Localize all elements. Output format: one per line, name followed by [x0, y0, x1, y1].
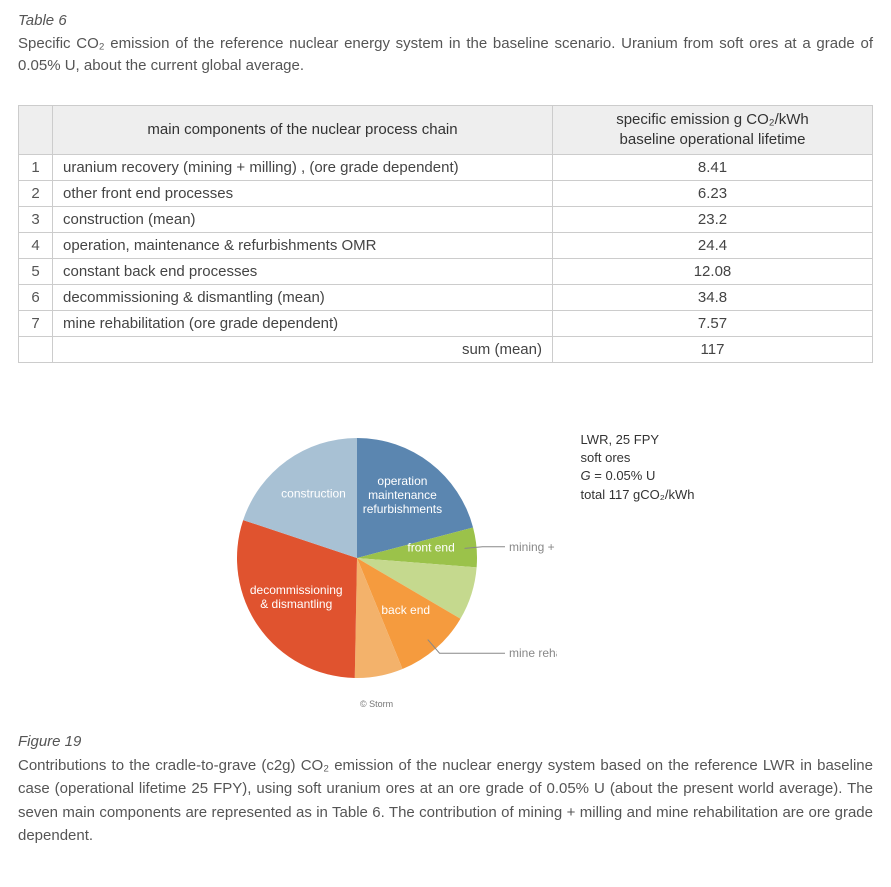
table-row: 5constant back end processes12.08 — [19, 259, 873, 285]
row-value: 24.4 — [553, 233, 873, 259]
row-value: 23.2 — [553, 207, 873, 233]
row-desc: operation, maintenance & refurbishments … — [53, 233, 553, 259]
figure-caption: Contributions to the cradle-to-grave (c2… — [18, 754, 873, 847]
pie-label-back_end: back end — [381, 603, 430, 617]
table-row: 6decommissioning & dismantling (mean)34.… — [19, 285, 873, 311]
legend-line: LWR, 25 FPY — [581, 431, 695, 449]
chart-legend: LWR, 25 FPY soft ores G = 0.05% U total … — [581, 431, 695, 504]
table-row: 1uranium recovery (mining + milling) , (… — [19, 155, 873, 181]
pie-ext-label-back_end: mine rehabilitation — [509, 646, 557, 660]
pie-label-decom: decommissioning& dismantling — [249, 583, 342, 611]
table-label: Table 6 — [18, 12, 873, 29]
table-row: 4operation, maintenance & refurbishments… — [19, 233, 873, 259]
table-header-blank — [19, 105, 53, 155]
row-desc: mine rehabilitation (ore grade dependent… — [53, 311, 553, 337]
emissions-table: main components of the nuclear process c… — [18, 105, 873, 364]
row-value: 6.23 — [553, 181, 873, 207]
table-row: 7mine rehabilitation (ore grade dependen… — [19, 311, 873, 337]
emissions-pie-chart: operationmaintenancerefurbishmentsfront … — [197, 423, 557, 693]
pie-ext-label-front_end: mining + milling — [509, 540, 557, 554]
table-row: 3 construction (mean)23.2 — [19, 207, 873, 233]
row-index: 7 — [19, 311, 53, 337]
row-desc: other front end processes — [53, 181, 553, 207]
legend-line: total 117 gCO₂/kWh — [581, 486, 695, 504]
row-value: 8.41 — [553, 155, 873, 181]
row-index: 5 — [19, 259, 53, 285]
row-value: 12.08 — [553, 259, 873, 285]
row-desc: decommissioning & dismantling (mean) — [53, 285, 553, 311]
pie-label-front_end: front end — [407, 540, 454, 554]
table-caption: Specific CO₂ emission of the reference n… — [18, 33, 873, 77]
sum-value: 117 — [553, 337, 873, 363]
row-index: 6 — [19, 285, 53, 311]
row-index: 4 — [19, 233, 53, 259]
chart-credit: © Storm — [197, 699, 557, 709]
row-desc: uranium recovery (mining + milling) , (o… — [53, 155, 553, 181]
table-sum-row: sum (mean)117 — [19, 337, 873, 363]
pie-label-constr: construction — [281, 487, 346, 501]
legend-line: G = 0.05% U — [581, 467, 695, 485]
row-value: 34.8 — [553, 285, 873, 311]
row-desc: constant back end processes — [53, 259, 553, 285]
figure-label: Figure 19 — [18, 733, 873, 750]
table-header-emission: specific emission g CO₂/kWh baseline ope… — [553, 105, 873, 155]
legend-line: soft ores — [581, 449, 695, 467]
row-index: 3 — [19, 207, 53, 233]
sum-label: sum (mean) — [53, 337, 553, 363]
row-index: 1 — [19, 155, 53, 181]
row-index: 2 — [19, 181, 53, 207]
row-desc: construction (mean) — [53, 207, 553, 233]
table-row: 2other front end processes6.23 — [19, 181, 873, 207]
row-value: 7.57 — [553, 311, 873, 337]
table-header-components: main components of the nuclear process c… — [53, 105, 553, 155]
